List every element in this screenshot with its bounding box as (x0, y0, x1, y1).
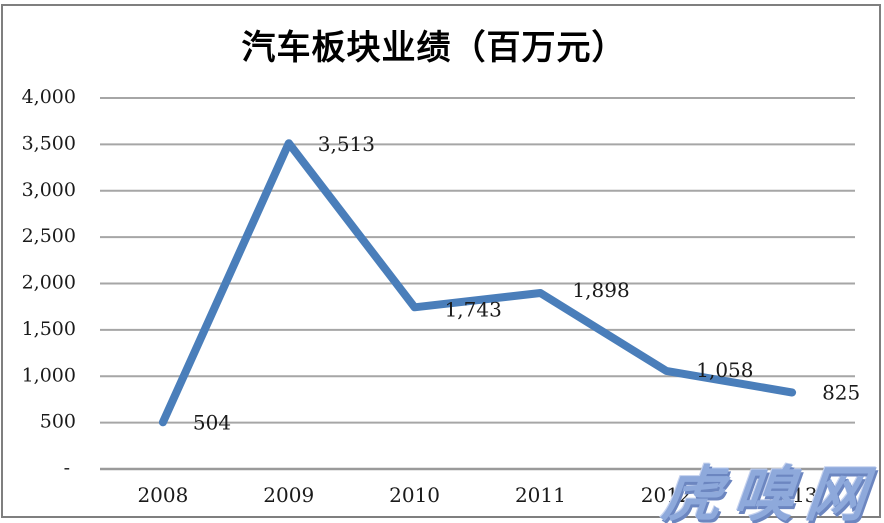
chart-title: 汽车板块业绩（百万元） (241, 28, 627, 68)
series-line (158, 139, 797, 427)
data-label: 1,898 (572, 278, 629, 302)
y-tick-label: 1,000 (22, 364, 76, 386)
x-tick-label: 2011 (515, 483, 566, 507)
x-tick-label: 2013 (767, 483, 818, 507)
y-tick-label: 500 (40, 411, 76, 433)
y-tick-label: 4,000 (22, 86, 76, 108)
data-label: 504 (193, 410, 231, 434)
y-tick-label: 3,000 (22, 179, 76, 201)
y-tick-label: 2,500 (22, 225, 76, 247)
data-label: 1,743 (445, 297, 502, 321)
data-label: 1,058 (696, 358, 753, 382)
y-tick-label: 2,000 (22, 272, 76, 294)
y-tick-label: 1,500 (22, 318, 76, 340)
x-tick-label: 2008 (137, 483, 188, 507)
y-tick-label: 3,500 (22, 132, 76, 154)
y-tick-label: - (64, 457, 70, 479)
data-label: 825 (822, 380, 860, 404)
data-label: 3,513 (318, 132, 375, 156)
x-tick-label: 2009 (263, 483, 314, 507)
x-tick-label: 2012 (641, 483, 692, 507)
x-tick-label: 2010 (389, 483, 440, 507)
